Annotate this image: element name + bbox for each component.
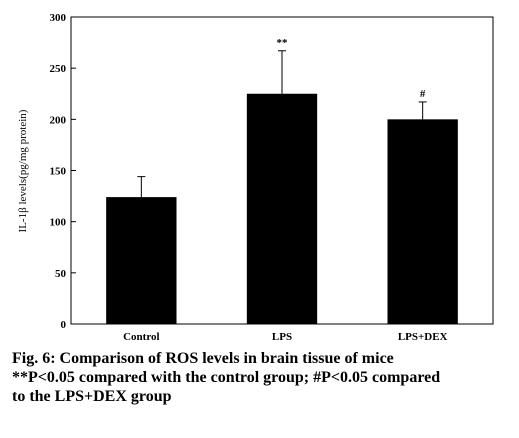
figure-caption: Fig. 6: Comparison of ROS levels in brai… xyxy=(12,349,517,406)
significance-label: ** xyxy=(277,37,289,49)
y-tick-label: 200 xyxy=(50,114,67,126)
y-tick-label: 0 xyxy=(61,319,67,331)
caption-line-3: to the LPS+DEX group xyxy=(12,388,172,405)
bar xyxy=(246,93,318,324)
x-axis-ticks: Control LPS LPS+DEX xyxy=(123,319,448,343)
bar xyxy=(106,197,177,324)
caption-line-1: Fig. 6: Comparison of ROS levels in brai… xyxy=(12,350,394,367)
caption-line-2: **P<0.05 compared with the control group… xyxy=(12,369,441,386)
y-axis-label: IL-1β levels(pg/mg protein) xyxy=(17,109,29,232)
bar xyxy=(387,119,458,324)
significance-label: # xyxy=(420,88,426,100)
y-tick-label: 150 xyxy=(50,166,67,178)
bar-chart: 0 50 100 150 200 250 300 Control LPS LPS+DEX ** #… xyxy=(17,12,494,343)
y-tick-label: 100 xyxy=(50,217,67,229)
y-tick-label: 250 xyxy=(50,63,67,75)
y-tick-label: 300 xyxy=(50,12,67,24)
x-tick-label: LPS xyxy=(272,331,292,343)
y-tick-label: 50 xyxy=(55,268,67,280)
x-tick-label: Control xyxy=(123,331,159,343)
bars-group: ** # xyxy=(106,37,458,324)
y-axis-ticks: 0 50 100 150 200 250 300 xyxy=(50,12,76,331)
x-tick-label: LPS+DEX xyxy=(398,331,448,343)
